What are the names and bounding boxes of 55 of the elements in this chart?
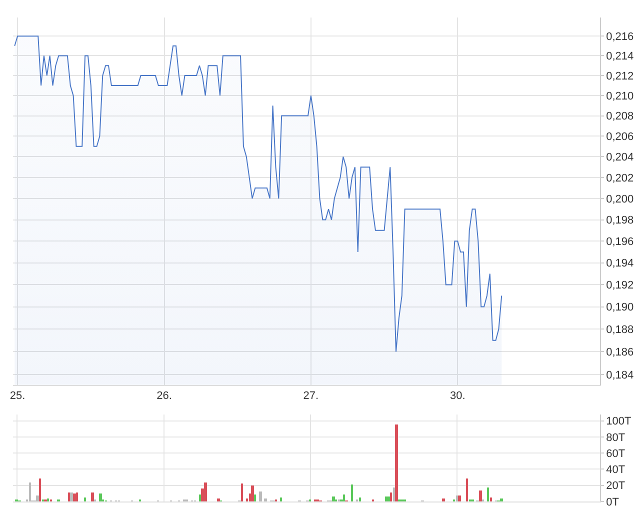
bar <box>29 482 32 502</box>
bar <box>395 424 398 502</box>
bar <box>99 493 102 502</box>
bar <box>91 492 94 502</box>
y-tick-label: 0,186 <box>606 346 634 359</box>
bar <box>332 496 336 502</box>
bar <box>487 487 490 502</box>
y-tick-label: 0,192 <box>606 280 634 292</box>
bar <box>241 483 244 502</box>
y-tick-label: 0T <box>606 496 620 508</box>
y-tick-label: 60T <box>606 448 626 460</box>
y-tick-label: 100T <box>606 416 632 428</box>
bar <box>479 490 482 502</box>
bar <box>254 494 256 502</box>
y-tick-label: 0,194 <box>606 258 634 270</box>
bar <box>36 495 40 502</box>
y-tick-label: 0,204 <box>606 152 634 164</box>
bar <box>39 478 42 502</box>
bar <box>204 482 208 502</box>
bar <box>343 494 346 502</box>
bar <box>390 492 392 502</box>
x-tick-label: 27. <box>303 390 319 402</box>
x-tick-label: 25. <box>10 390 26 402</box>
y-tick-label: 0,198 <box>606 214 634 227</box>
bar <box>466 478 468 502</box>
bar <box>458 495 462 502</box>
bar <box>456 495 458 502</box>
y-tick-label: 0,214 <box>606 50 634 63</box>
bar <box>259 491 262 502</box>
y-tick-label: 20T <box>606 480 626 492</box>
y-tick-label: 0,212 <box>606 70 634 82</box>
y-tick-label: 0,190 <box>606 302 634 314</box>
y-tick-label: 0,206 <box>606 130 634 143</box>
bar <box>385 496 388 502</box>
y-tick-label: 0,216 <box>606 30 634 43</box>
y-tick-label: 0,200 <box>606 193 634 206</box>
y-tick-label: 0,196 <box>606 236 634 248</box>
bar <box>387 496 390 502</box>
bar <box>70 492 74 502</box>
y-tick-label: 0,202 <box>606 172 634 184</box>
bar <box>351 484 354 502</box>
x-tick-label: 26. <box>156 390 172 402</box>
bar <box>73 493 76 502</box>
y-tick-label: 0,208 <box>606 110 634 123</box>
y-tick-label: 80T <box>606 432 626 444</box>
bar <box>68 492 70 502</box>
y-tick-label: 40T <box>606 464 626 476</box>
y-tick-label: 0,184 <box>606 369 634 382</box>
bar <box>251 485 254 502</box>
bar <box>393 487 396 502</box>
bar <box>76 492 78 502</box>
y-tick-label: 0,210 <box>606 90 634 102</box>
y-tick-label: 0,188 <box>606 324 634 336</box>
x-tick-label: 30. <box>450 390 466 402</box>
bar <box>199 494 202 502</box>
